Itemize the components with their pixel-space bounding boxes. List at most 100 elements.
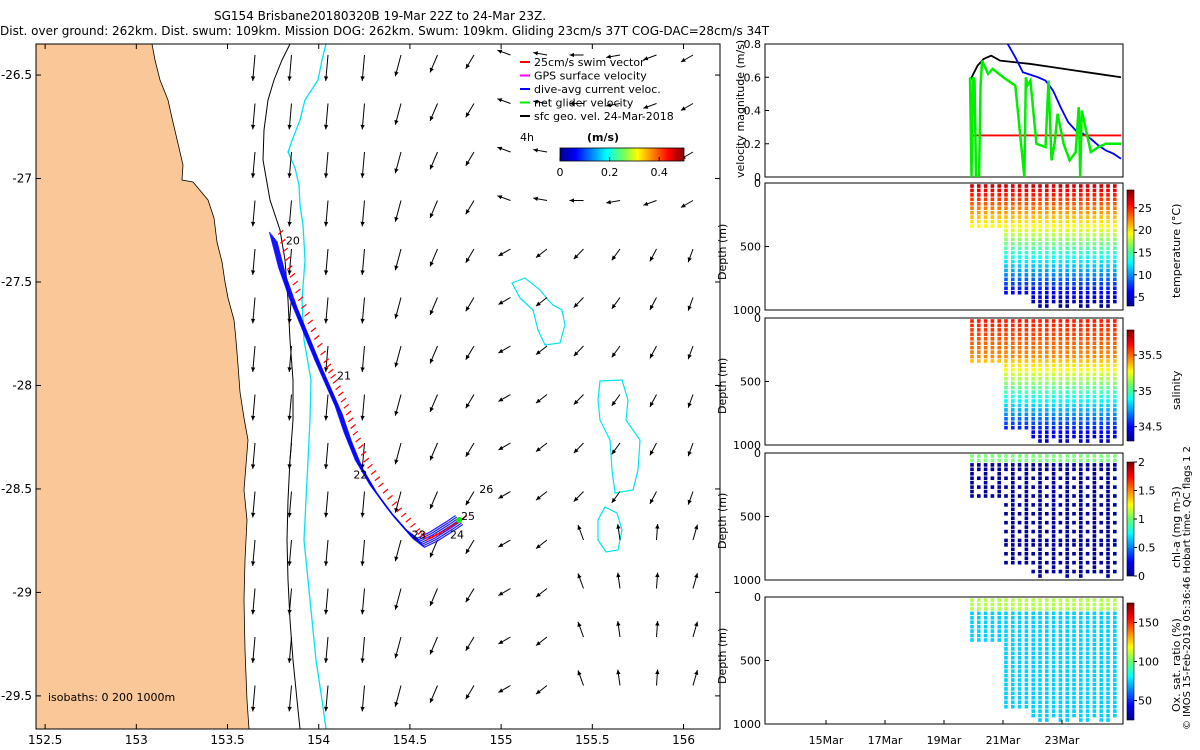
- profile-point: [1085, 210, 1090, 215]
- profile-point: [1058, 237, 1063, 242]
- profile-point: [1065, 695, 1069, 700]
- profile-point: [1024, 669, 1029, 673]
- profile-point: [1085, 184, 1090, 188]
- profile-point: [1004, 255, 1008, 259]
- profile-point: [990, 341, 995, 346]
- profile-point: [983, 350, 988, 354]
- profile-point: [1113, 511, 1117, 516]
- profile-point: [1072, 295, 1076, 299]
- profile-point: [1079, 421, 1083, 426]
- profile-point: [1038, 193, 1042, 197]
- profile-point: [1024, 399, 1029, 403]
- profile-point: [1024, 345, 1029, 350]
- profile-point: [1085, 624, 1090, 629]
- profile-point: [1092, 547, 1097, 552]
- profile-point: [1051, 673, 1056, 678]
- profile-point: [1065, 184, 1069, 188]
- profile-point: [1038, 713, 1042, 718]
- profile-point: [1113, 299, 1117, 304]
- velocity-arrowhead: [498, 591, 504, 596]
- profile-point: [1106, 700, 1110, 705]
- profile-point: [1004, 463, 1008, 467]
- profile-point: [970, 633, 974, 638]
- profile-point: [1045, 718, 1049, 722]
- profile-point: [1004, 503, 1008, 507]
- profile-point: [970, 184, 974, 188]
- profile-point: [1113, 246, 1117, 251]
- profile-point: [1113, 624, 1117, 629]
- profile-point: [1011, 607, 1015, 611]
- profile-point: [1106, 241, 1110, 246]
- profile-point: [1072, 281, 1076, 286]
- profile-point: [1017, 647, 1022, 651]
- profile-point: [1017, 188, 1022, 193]
- profile-point: [1092, 458, 1097, 463]
- profile-point: [1045, 551, 1049, 556]
- profile-point: [1004, 286, 1008, 291]
- profile-point: [1092, 250, 1097, 255]
- profile-point: [970, 206, 974, 211]
- profile-point: [1017, 638, 1022, 642]
- profile-point: [1045, 624, 1049, 629]
- profile-point: [1024, 403, 1029, 408]
- velocity-arrowhead: [250, 76, 256, 81]
- profile-point: [1051, 250, 1056, 255]
- profile-point: [1038, 471, 1042, 476]
- profile-point: [1004, 700, 1008, 705]
- profile-point: [1079, 489, 1083, 494]
- profile-point: [1099, 691, 1103, 696]
- swim-vector: [310, 327, 317, 333]
- profile-point: [1085, 341, 1090, 346]
- profile-point: [990, 188, 995, 193]
- profile-point: [1065, 430, 1069, 434]
- profile-point: [1017, 328, 1022, 332]
- profile-point: [1058, 350, 1063, 354]
- profile-point: [1024, 700, 1029, 705]
- velocity-arrowhead: [569, 52, 575, 58]
- profile-point: [1031, 215, 1035, 219]
- velocity-arrowhead: [465, 548, 470, 554]
- profile-point: [1051, 359, 1056, 363]
- profile-point: [1045, 350, 1049, 354]
- profile-point: [1045, 394, 1049, 399]
- profile-point: [1072, 709, 1076, 713]
- profile-point: [1045, 372, 1049, 377]
- profile-point: [1011, 372, 1015, 377]
- profile-point: [1099, 372, 1103, 377]
- profile-point: [1017, 467, 1022, 472]
- profile-point: [1113, 210, 1117, 215]
- profile-point: [1113, 277, 1117, 282]
- land-mass: [36, 44, 250, 729]
- profile-point: [1031, 463, 1035, 467]
- profile-point: [1113, 660, 1117, 665]
- profile-point: [1099, 197, 1103, 202]
- profile-point: [1113, 412, 1117, 417]
- profile-point: [1106, 268, 1110, 273]
- profile-point: [1065, 376, 1069, 381]
- profile-point: [1065, 507, 1069, 512]
- profile-point: [1017, 332, 1022, 337]
- profile-point: [1024, 494, 1029, 498]
- profile-point: [1031, 669, 1035, 673]
- profile-point: [1031, 184, 1035, 188]
- profile-point: [1017, 354, 1022, 359]
- profile-point: [1079, 286, 1083, 291]
- profile-point: [1045, 629, 1049, 633]
- profile-point: [1113, 678, 1117, 682]
- profile-point: [1085, 454, 1090, 458]
- profile-point: [1085, 439, 1090, 443]
- profile-point: [1106, 480, 1110, 485]
- profile-point: [1085, 328, 1090, 332]
- profile-point: [1017, 620, 1022, 625]
- profile-point: [1092, 624, 1097, 629]
- profile-point: [1099, 611, 1103, 616]
- swim-vector: [330, 373, 336, 379]
- profile-point: [1065, 556, 1069, 561]
- profile-point: [1106, 682, 1110, 687]
- velocity-arrowhead: [649, 304, 654, 310]
- swim-vector: [320, 350, 326, 356]
- profile-point: [1072, 268, 1076, 273]
- profile-point: [1011, 647, 1015, 651]
- velocity-arrowhead: [687, 305, 692, 311]
- profile-point: [1072, 336, 1076, 341]
